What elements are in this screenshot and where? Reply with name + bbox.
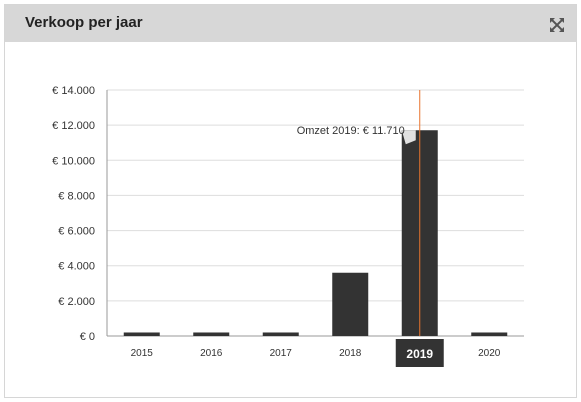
- y-tick-label: € 10.000: [52, 155, 95, 167]
- y-tick-label: € 6.000: [58, 226, 95, 238]
- x-tick-label: 2017: [270, 348, 293, 359]
- highlight-label-bg: [395, 339, 444, 367]
- bar: [332, 272, 369, 336]
- y-tick-label: € 2.000: [58, 296, 95, 308]
- tooltip: Omzet 2019: € 11.710: [297, 125, 405, 137]
- y-tick-label: € 14.000: [52, 85, 95, 97]
- expand-icon[interactable]: [550, 18, 564, 32]
- x-tick-label: 2019: [406, 347, 433, 361]
- tooltip-pointer: [401, 130, 416, 145]
- sales-per-year-panel: Verkoop per jaar: [4, 4, 577, 398]
- bar: [471, 332, 508, 336]
- x-tick-label: 2020: [478, 348, 501, 359]
- bar: [193, 332, 230, 336]
- panel-header: Verkoop per jaar: [5, 5, 576, 42]
- x-tick-label: 2015: [131, 348, 154, 359]
- x-tick-label: 2018: [339, 348, 362, 359]
- bar: [123, 332, 160, 336]
- panel-title: Verkoop per jaar: [25, 14, 143, 31]
- y-tick-label: € 4.000: [58, 261, 95, 273]
- bar: [262, 332, 299, 336]
- y-tick-label: € 12.000: [52, 120, 95, 132]
- y-tick-label: € 8.000: [58, 190, 95, 202]
- y-tick-label: € 0: [80, 331, 95, 343]
- x-tick-label: 2016: [200, 348, 223, 359]
